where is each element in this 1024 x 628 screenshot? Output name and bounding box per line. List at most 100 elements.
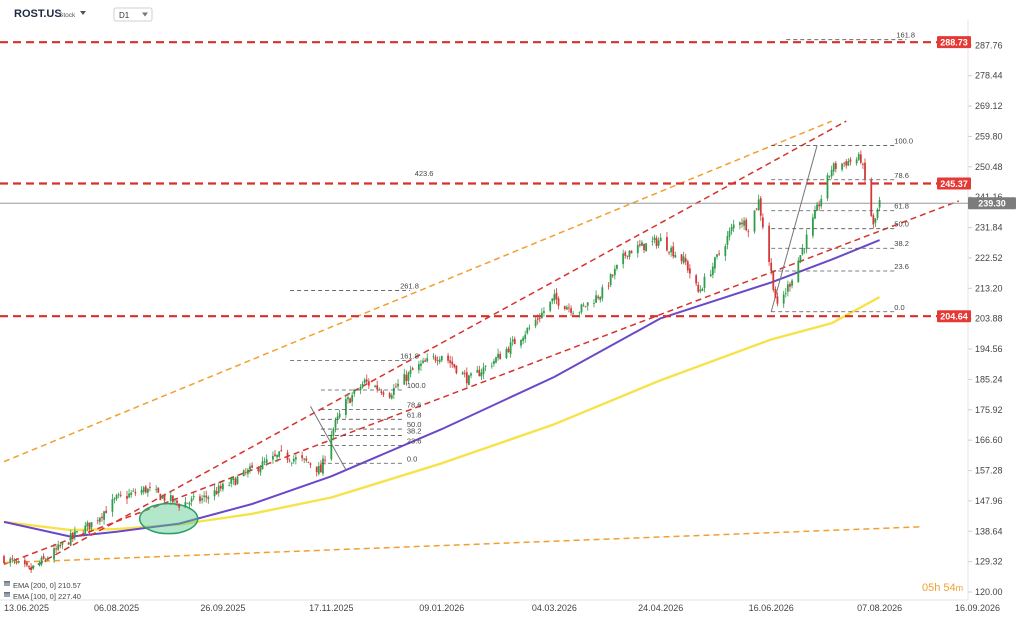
candle-body [432,356,435,357]
candle-body [641,242,643,246]
candle-body [32,565,35,569]
candle-body [582,304,585,306]
candle-body [280,449,283,451]
candle-body [726,235,729,245]
candle-body [315,466,318,473]
candle-body [349,398,351,404]
candle-body [44,559,47,561]
candle-body [774,288,777,299]
legend-item-ema100[interactable]: EMA [100, 0] 227.40 [4,592,81,601]
candle-body [278,451,281,457]
candle-body [768,225,771,263]
candle-body [674,255,677,258]
candle-body [878,200,881,208]
candle-body [365,379,368,382]
price-tick-label: 213.20 [975,283,1003,293]
candle-body [499,353,502,360]
candle-body [336,416,339,419]
symbol-label[interactable]: ROST.US [14,8,62,20]
legend-ema200-text: EMA [200, 0] 210.57 [13,581,81,590]
candle-body [730,227,733,232]
candle-body [149,486,151,488]
candle-body [272,455,274,460]
candle-body [440,356,443,361]
candle-body [595,295,597,303]
price-tick-label: 157.28 [975,466,1003,476]
candle-body [826,175,829,199]
fib-large-label: 50.0 [894,220,909,229]
price-tick-label: 269.12 [975,101,1003,111]
price-tick-label: 175.92 [975,405,1003,415]
candle-body [593,303,595,304]
ema200-line [3,296,881,532]
candle-body [73,531,76,536]
candle-body [645,243,648,252]
candle-body [392,388,395,395]
legend-ema100-text: EMA [100, 0] 227.40 [13,592,81,601]
candle-body [816,204,818,211]
legend-item-ema200[interactable]: EMA [200, 0] 210.57 [4,581,81,590]
time-tick-label: 04.03.2026 [532,603,577,613]
candle-body [551,298,554,302]
candle-body [84,525,87,534]
chevron-down-icon [142,12,148,17]
time-tick-label: 16.06.2026 [749,603,794,613]
candle-body [30,568,33,571]
candle-body [119,495,122,496]
candle-body [540,312,543,318]
candle-body [261,461,264,470]
candle-body [426,358,429,362]
fib-extension-label: 423.6 [415,169,434,178]
candle-body [305,458,308,461]
timeframe-select[interactable]: D1 [113,7,153,22]
candle-body [872,215,875,225]
price-tick-label: 241.16 [975,192,1003,202]
candle-body [470,373,472,376]
symbol-dropdown-icon[interactable] [80,11,86,15]
candle-body [747,231,750,233]
candle-body [388,393,391,398]
candle-body [424,360,427,362]
candle-body [786,284,789,292]
candle-body [144,486,147,493]
fib-extension-label: 261.8 [400,282,419,291]
candle-body [215,491,218,495]
candle-body [609,274,612,286]
candle-body [42,556,45,559]
candle-body [507,348,510,353]
time-tick-label: 13.06.2025 [4,603,49,613]
candle-body [205,495,208,498]
candle-body [161,495,164,499]
candle-body [274,454,276,456]
candle-countdown: 05h 54m [922,582,963,594]
candle-body [319,464,322,473]
candle-body [59,544,62,547]
price-tick-label: 222.52 [975,253,1003,263]
candle-body [247,469,249,474]
candle-body [814,210,816,219]
candle-body [789,284,791,287]
candle-body [134,492,137,494]
candle-body [234,478,237,486]
candle-body [338,413,341,418]
candle-body [265,459,268,464]
candle-body [403,374,406,385]
candle-body [46,559,49,561]
candle-body [251,465,253,468]
time-tick-label: 09.01.2026 [419,603,464,613]
candle-body [213,490,216,497]
candle-body [330,434,333,460]
candle-body [616,264,618,269]
price-axis: 287.76 278.44 269.12 259.80 250.48 241.16 231.… [968,40,1003,597]
candle-body [363,379,366,383]
candle-body [376,385,379,390]
price-tick-label: 147.96 [975,496,1003,506]
candle-body [188,502,191,505]
channel-line-orange [3,526,922,564]
time-tick-label: 16.09.2026 [955,603,1000,613]
candle-body [828,175,831,177]
candle-body [203,495,206,497]
candle-body [130,492,133,495]
candle-body [90,522,93,528]
